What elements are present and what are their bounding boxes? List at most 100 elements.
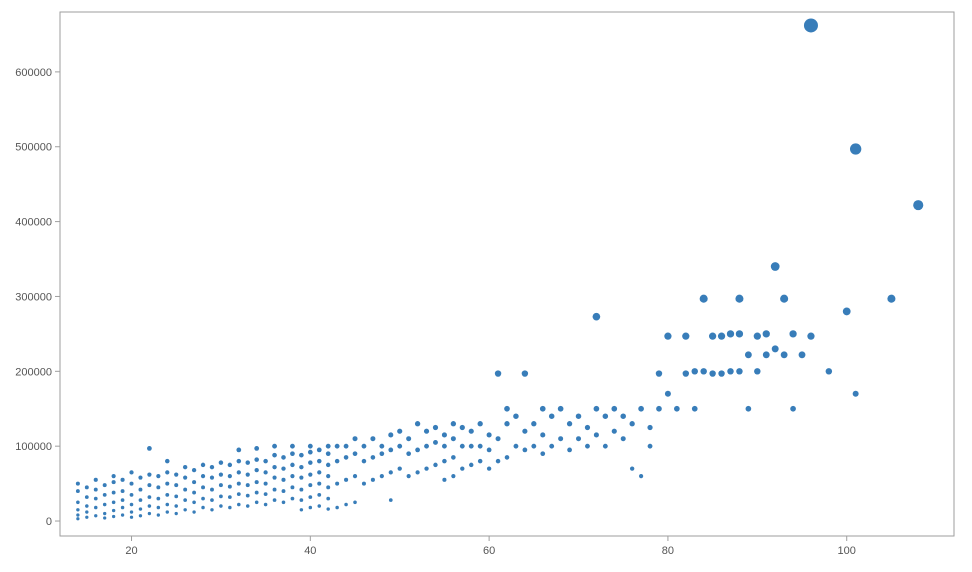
data-point	[317, 448, 322, 453]
data-point	[388, 448, 393, 453]
data-point	[219, 460, 223, 464]
data-point	[281, 466, 285, 470]
data-point	[237, 492, 241, 496]
data-point	[887, 295, 895, 303]
data-point	[290, 474, 294, 478]
data-point	[308, 495, 312, 499]
data-point	[594, 432, 599, 437]
data-point	[433, 425, 438, 430]
data-point	[415, 421, 420, 426]
data-point	[121, 513, 124, 516]
data-point	[638, 406, 644, 412]
data-point	[353, 436, 358, 441]
data-point	[147, 446, 152, 451]
data-point	[406, 451, 411, 456]
data-point	[415, 470, 419, 474]
data-point	[380, 474, 384, 478]
data-point	[139, 507, 142, 510]
data-point	[273, 488, 277, 492]
data-point	[397, 429, 402, 434]
data-point	[639, 474, 643, 478]
data-point	[318, 504, 322, 508]
data-point	[317, 470, 321, 474]
data-point	[593, 313, 601, 321]
data-point	[451, 421, 456, 426]
data-point	[237, 459, 242, 464]
data-point	[219, 483, 223, 487]
data-point	[165, 470, 169, 474]
data-point	[478, 444, 483, 449]
data-point	[335, 444, 340, 449]
data-point	[192, 501, 196, 505]
data-point	[531, 444, 536, 449]
data-point	[272, 476, 276, 480]
data-point	[147, 473, 151, 477]
data-point	[353, 451, 358, 456]
data-point	[76, 513, 79, 516]
data-point	[192, 491, 196, 495]
data-point	[540, 432, 545, 437]
data-point	[130, 493, 134, 497]
data-point	[682, 333, 689, 340]
data-point	[353, 501, 357, 505]
y-tick-label: 0	[46, 516, 52, 528]
data-point	[540, 406, 546, 412]
data-point	[549, 444, 554, 449]
data-point	[745, 351, 752, 358]
data-point	[299, 453, 304, 458]
data-point	[621, 436, 626, 441]
data-point	[210, 488, 214, 492]
data-point	[85, 485, 89, 489]
data-point	[156, 497, 160, 501]
data-point	[183, 488, 187, 492]
data-point	[718, 370, 724, 376]
data-point	[290, 444, 295, 449]
data-point	[826, 368, 832, 374]
data-point	[495, 370, 501, 376]
data-point	[594, 406, 600, 412]
data-point	[139, 488, 143, 492]
data-point	[630, 466, 634, 470]
data-point	[727, 330, 734, 337]
data-point	[308, 444, 313, 449]
data-point	[174, 504, 178, 508]
data-point	[246, 483, 250, 487]
data-point	[76, 489, 80, 493]
data-point	[139, 514, 142, 517]
data-point	[308, 460, 312, 464]
data-point	[700, 368, 706, 374]
data-point	[326, 497, 330, 501]
data-point	[174, 494, 178, 498]
data-point	[308, 450, 313, 455]
data-point	[165, 482, 169, 486]
data-point	[389, 470, 393, 474]
data-point	[166, 503, 170, 507]
data-point	[656, 370, 662, 376]
data-point	[496, 436, 501, 441]
data-point	[442, 478, 446, 482]
data-point	[94, 488, 98, 492]
data-point	[201, 474, 205, 478]
data-point	[290, 463, 294, 467]
data-point	[763, 351, 770, 358]
data-point	[389, 498, 393, 502]
data-point	[344, 503, 348, 507]
data-point	[674, 406, 680, 412]
data-point	[246, 504, 250, 508]
data-point	[183, 465, 187, 469]
data-point	[522, 370, 528, 376]
data-point	[148, 512, 151, 515]
data-point	[736, 330, 743, 337]
data-point	[299, 465, 303, 469]
data-point	[246, 494, 250, 498]
data-point	[317, 482, 321, 486]
data-point	[451, 436, 456, 441]
data-point	[129, 470, 133, 474]
data-point	[157, 506, 161, 510]
data-point	[272, 465, 276, 469]
data-point	[371, 478, 375, 482]
data-point	[469, 444, 474, 449]
data-point	[585, 444, 590, 449]
data-point	[362, 482, 366, 486]
data-point	[772, 345, 779, 352]
